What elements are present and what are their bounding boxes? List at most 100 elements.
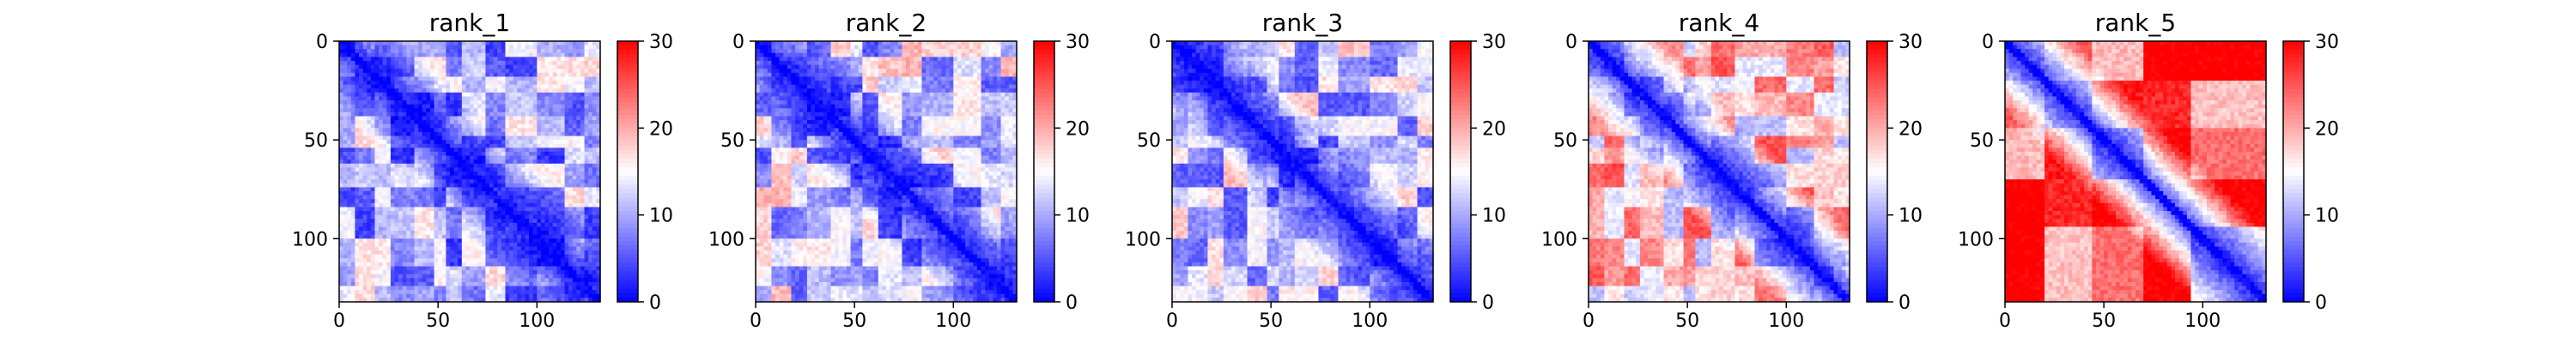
heatmap-cell	[454, 49, 459, 53]
heatmap-cell	[386, 156, 391, 160]
heatmap-cell	[513, 255, 518, 259]
heatmap-cell	[446, 96, 450, 100]
heatmap-cell	[556, 57, 561, 61]
heatmap-cell	[398, 159, 403, 164]
heatmap-cell	[462, 167, 466, 172]
heatmap-cell	[505, 258, 509, 262]
heatmap-cell	[422, 247, 427, 251]
heatmap-cell	[588, 199, 592, 203]
heatmap-cell	[383, 108, 387, 112]
heatmap-cell	[415, 124, 419, 129]
heatmap-cell	[363, 100, 368, 105]
heatmap-cell	[474, 53, 478, 57]
heatmap-cell	[537, 81, 541, 85]
heatmap-cell	[965, 53, 969, 57]
heatmap-cell	[374, 267, 379, 271]
heatmap-cell	[386, 93, 391, 97]
heatmap-cell	[438, 108, 442, 112]
heatmap-cell	[426, 235, 430, 239]
heatmap-cell	[379, 61, 383, 65]
heatmap-cell	[446, 290, 450, 294]
heatmap-cell	[541, 262, 545, 267]
heatmap-cell	[386, 45, 391, 50]
heatmap-cell	[501, 105, 506, 109]
heatmap-cell	[556, 179, 561, 184]
heatmap-cell	[886, 53, 890, 57]
heatmap-cell	[415, 93, 419, 97]
heatmap-cell	[422, 191, 427, 196]
heatmap-cell	[434, 164, 439, 168]
heatmap-cell	[470, 132, 474, 136]
heatmap-cell	[454, 57, 459, 61]
heatmap-cell	[339, 258, 343, 262]
heatmap-cell	[474, 164, 478, 168]
heatmap-cell	[482, 274, 486, 279]
heatmap-cell	[434, 93, 439, 97]
heatmap-cell	[537, 282, 541, 286]
heatmap-cell	[403, 226, 407, 231]
heatmap-cell	[434, 65, 439, 69]
heatmap-cell	[580, 238, 585, 243]
heatmap-cell	[383, 41, 387, 45]
heatmap-cell	[339, 207, 343, 211]
heatmap-cell	[565, 215, 569, 220]
heatmap-cell	[962, 61, 966, 65]
heatmap-cell	[406, 290, 410, 294]
heatmap-cell	[485, 255, 489, 259]
heatmap-cell	[398, 243, 403, 247]
heatmap-cell	[489, 196, 494, 200]
heatmap-cell	[359, 262, 363, 267]
heatmap-cell	[760, 57, 764, 61]
heatmap-cell	[450, 57, 454, 61]
heatmap-cell	[462, 247, 466, 251]
heatmap-cell	[359, 196, 363, 200]
heatmap-cell	[497, 93, 501, 97]
heatmap-cell	[355, 128, 359, 132]
heatmap-cell	[556, 147, 561, 152]
heatmap-cell	[517, 120, 521, 124]
heatmap-cell	[497, 215, 501, 220]
heatmap-cell	[842, 49, 847, 53]
heatmap-cell	[442, 282, 447, 286]
heatmap-cell	[359, 128, 363, 132]
heatmap-cell	[533, 215, 538, 220]
heatmap-cell	[585, 164, 589, 168]
heatmap-cell	[363, 49, 368, 53]
heatmap-cell	[568, 69, 573, 73]
heatmap-cell	[489, 274, 494, 279]
heatmap-cell	[426, 85, 430, 89]
heatmap-cell	[533, 184, 538, 188]
heatmap-cell	[933, 49, 938, 53]
heatmap-cell	[394, 226, 398, 231]
heatmap-cell	[545, 250, 550, 255]
heatmap-cell	[374, 255, 379, 259]
heatmap-cell	[379, 167, 383, 172]
heatmap-cell	[410, 144, 415, 148]
heatmap-cell	[374, 124, 379, 129]
heatmap-cell	[379, 105, 383, 109]
heatmap-cell	[351, 238, 355, 243]
heatmap-cell	[465, 294, 470, 298]
heatmap-cell	[489, 69, 494, 73]
heatmap-cell	[426, 250, 430, 255]
heatmap-cell	[521, 140, 526, 144]
heatmap-cell	[489, 53, 494, 57]
heatmap-cell	[462, 199, 466, 203]
heatmap-cell	[576, 267, 580, 271]
heatmap-cell	[367, 152, 371, 156]
heatmap-cell	[383, 203, 387, 208]
heatmap-cell	[573, 207, 577, 211]
heatmap-cell	[462, 96, 466, 100]
heatmap-cell	[517, 226, 521, 231]
heatmap-cell	[450, 61, 454, 65]
heatmap-cell	[383, 215, 387, 220]
heatmap-cell	[509, 187, 513, 191]
heatmap-cell	[592, 262, 597, 267]
heatmap-cell	[339, 117, 343, 121]
heatmap-cell	[418, 117, 422, 121]
heatmap-cell	[568, 112, 573, 117]
heatmap-cell	[565, 100, 569, 105]
heatmap-cell	[494, 290, 498, 294]
heatmap-cell	[359, 144, 363, 148]
heatmap-cell	[379, 73, 383, 77]
